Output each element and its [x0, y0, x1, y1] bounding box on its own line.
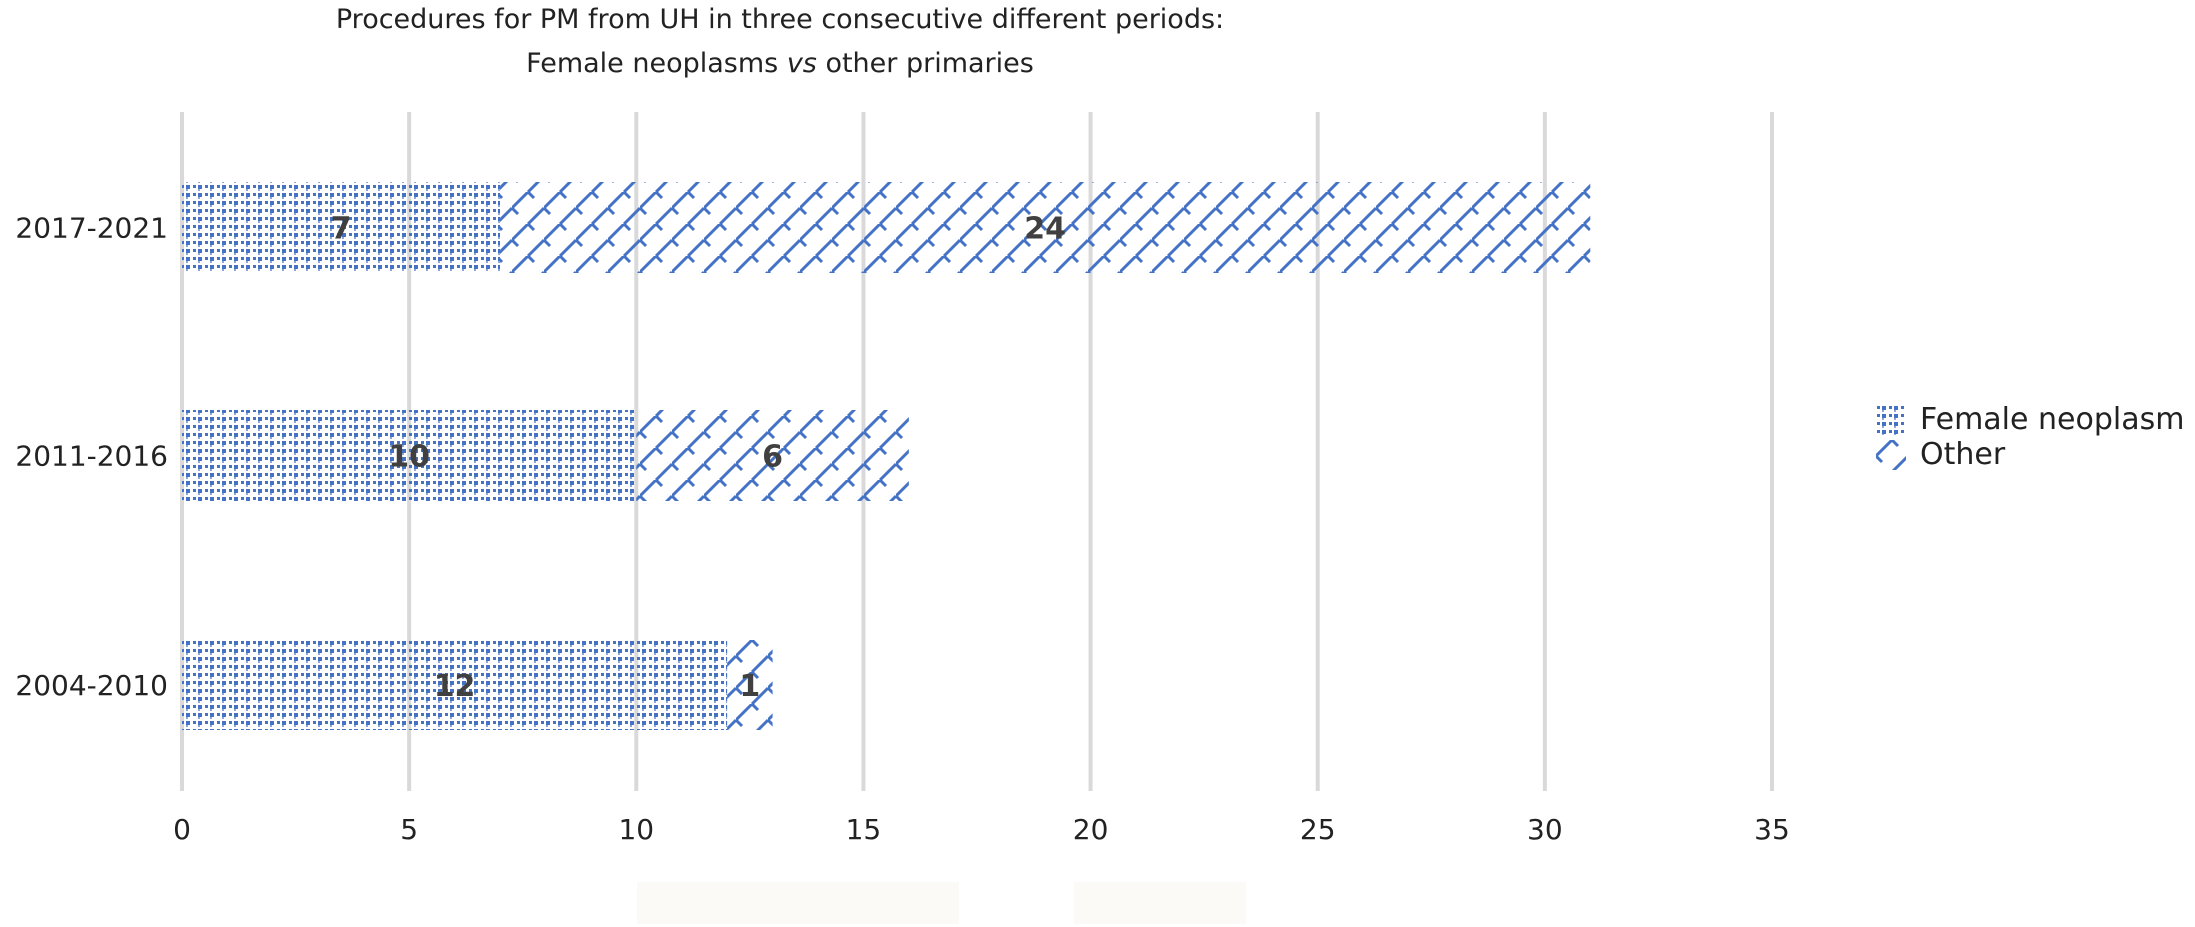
- category-label: 2011-2016: [15, 440, 168, 473]
- legend-item-other: Other: [1876, 437, 2005, 472]
- data-label: 12: [434, 669, 476, 704]
- x-tick-label: 10: [618, 813, 654, 846]
- bar-other: [727, 640, 773, 730]
- data-label: 7: [331, 212, 352, 247]
- legend-swatch-zigzag: [1876, 439, 1906, 470]
- bar-other: [636, 410, 909, 501]
- data-label: 24: [1024, 212, 1066, 247]
- legend-label: Female neoplasm: [1920, 402, 2185, 437]
- title-prefix: Female neoplasms: [526, 48, 787, 79]
- chart-title-line2: Female neoplasms vs other primaries: [0, 48, 1560, 79]
- data-label: 6: [762, 440, 783, 475]
- x-tick-label: 15: [846, 813, 882, 846]
- x-tick-label: 5: [400, 813, 418, 846]
- bar-female-neoplasm: [182, 410, 637, 501]
- title-italic: vs: [786, 48, 817, 79]
- x-tick-label: 30: [1527, 813, 1563, 846]
- title-suffix: other primaries: [816, 48, 1034, 79]
- bar-female-neoplasm: [182, 182, 500, 273]
- x-tick-label: 0: [173, 813, 191, 846]
- faint-box: [1074, 882, 1246, 924]
- category-label: 2004-2010: [15, 669, 168, 702]
- x-tick-label: 35: [1754, 813, 1790, 846]
- legend-label: Other: [1920, 437, 2006, 472]
- chart-title-line1: Procedures for PM from UH in three conse…: [335, 4, 1225, 35]
- x-tick-label: 25: [1300, 813, 1336, 846]
- faint-box: [637, 882, 959, 924]
- x-tick-label: 20: [1073, 813, 1109, 846]
- category-label: 2017-2021: [15, 212, 168, 245]
- legend-item-female-neoplasm: Female neoplasm: [1876, 402, 2184, 437]
- data-label: 1: [739, 669, 760, 704]
- data-label: 10: [388, 440, 430, 475]
- bar-other: [500, 182, 1591, 273]
- bar-female-neoplasm: [182, 640, 728, 730]
- legend-swatch-dots: [1876, 404, 1906, 435]
